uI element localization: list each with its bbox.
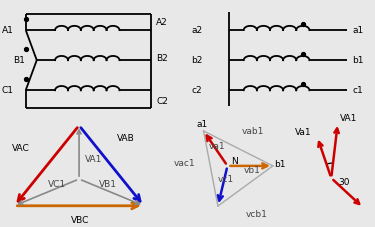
Text: vac1: vac1 [174,159,195,168]
Text: VB1: VB1 [99,180,117,189]
Text: vc1: vc1 [218,175,234,184]
Text: vab1: vab1 [242,127,264,136]
Text: a1: a1 [196,121,208,129]
Text: b2: b2 [191,56,202,65]
Text: C2: C2 [156,96,168,106]
Text: VAC: VAC [12,144,29,153]
Text: N: N [231,157,238,166]
Text: A2: A2 [156,18,168,27]
Text: A1: A1 [2,26,14,35]
Text: VA1: VA1 [85,155,102,164]
Text: B1: B1 [13,56,25,65]
Text: vb1: vb1 [244,166,261,175]
Text: VBC: VBC [70,216,89,225]
Text: 30: 30 [339,178,350,188]
Text: c1: c1 [352,86,363,95]
Text: va1: va1 [209,142,225,151]
Text: a1: a1 [352,26,364,35]
Text: VA1: VA1 [340,114,357,123]
Text: a2: a2 [191,26,202,35]
Text: Va1: Va1 [296,128,312,137]
Text: VAB: VAB [116,134,134,143]
Text: VC1: VC1 [47,180,66,189]
Text: C1: C1 [2,86,14,95]
Text: b1: b1 [274,160,285,169]
Text: c2: c2 [191,86,202,95]
Text: b1: b1 [352,56,364,65]
Text: B2: B2 [156,54,168,64]
Text: vcb1: vcb1 [245,210,267,220]
